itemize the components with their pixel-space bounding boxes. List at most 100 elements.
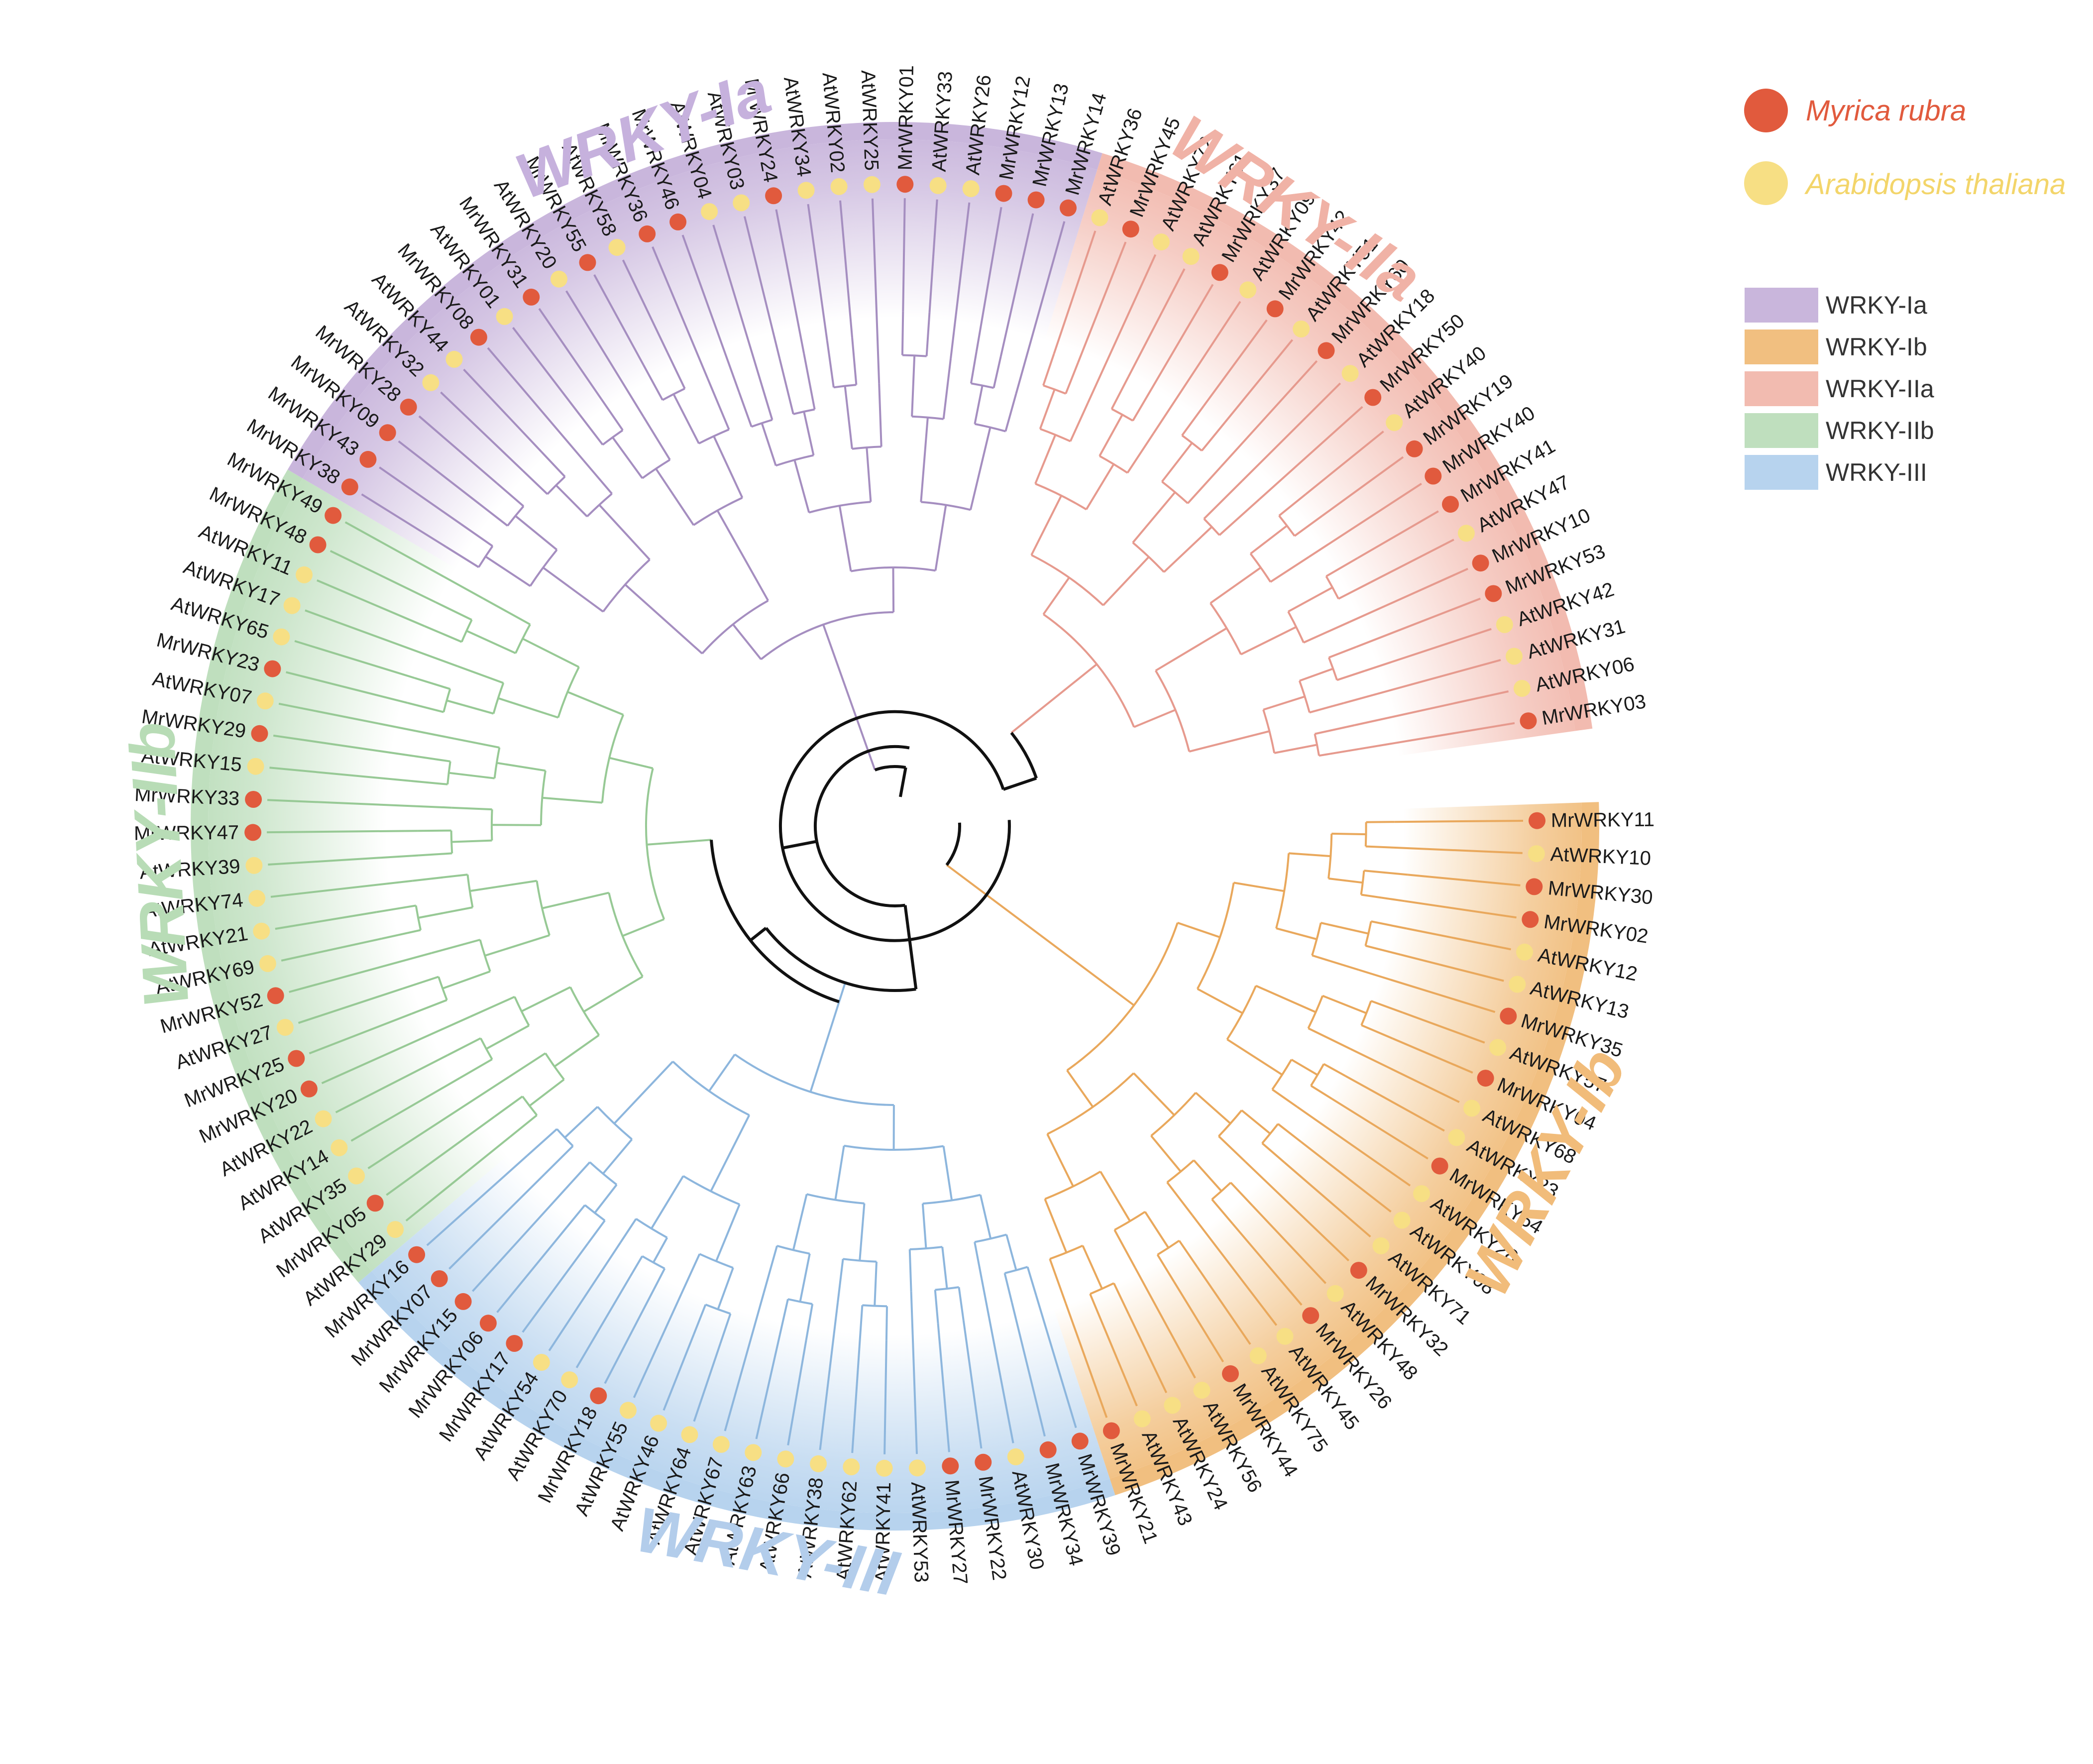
branch — [1328, 646, 1357, 659]
branch — [1046, 1133, 1074, 1187]
leaf-dot — [1500, 1007, 1517, 1025]
branch — [1089, 1293, 1104, 1326]
legend-species-at: Arabidopsis thaliana — [1744, 161, 2066, 205]
legend: Myrica rubra Arabidopsis thaliana WRKY-I… — [1744, 89, 2066, 490]
branch — [402, 976, 439, 990]
branch — [892, 567, 895, 613]
branch — [411, 999, 447, 1015]
branch — [1150, 1135, 1182, 1172]
branch — [1325, 575, 1339, 599]
branch — [1114, 1211, 1146, 1231]
branch — [1370, 1000, 1404, 1014]
branch — [1244, 1161, 1349, 1262]
branch — [1156, 1254, 1175, 1283]
branch — [874, 1261, 878, 1306]
branch — [267, 799, 452, 809]
branch — [1350, 1048, 1460, 1103]
branch — [662, 387, 685, 401]
branch — [485, 555, 531, 587]
leaf-dot — [561, 1371, 578, 1389]
branch — [1404, 900, 1517, 919]
branch — [1150, 284, 1214, 390]
leaf-dot — [1364, 389, 1382, 406]
leaf-dot — [896, 176, 914, 193]
branch — [1218, 1109, 1243, 1137]
branch — [350, 1077, 460, 1142]
branch — [903, 905, 918, 990]
leaf-label: MrWRKY11 — [1551, 809, 1655, 832]
branch — [553, 1034, 600, 1068]
branch — [1230, 1182, 1253, 1207]
leaf-dot — [1489, 1039, 1506, 1056]
branch — [1408, 874, 1521, 886]
branch — [1203, 319, 1268, 407]
leaf-dot — [309, 536, 327, 553]
branch — [575, 1275, 632, 1368]
branch — [819, 1303, 839, 1450]
leaf-dot — [1516, 943, 1533, 961]
leaf-dot — [1528, 845, 1545, 863]
branch — [1187, 466, 1221, 504]
leaf-dot — [1350, 1262, 1367, 1279]
leaf-dot — [701, 203, 718, 220]
leaf-dot — [1372, 1237, 1390, 1254]
leaf-dot — [1007, 1448, 1024, 1465]
branch — [1325, 557, 1358, 577]
branch — [1233, 882, 1285, 892]
branch — [1042, 577, 1070, 615]
branch — [269, 767, 411, 782]
branch — [765, 927, 916, 992]
branch — [281, 937, 382, 962]
branch — [974, 1241, 983, 1279]
branch — [633, 1294, 682, 1398]
branch — [1155, 627, 1227, 672]
branch — [419, 852, 452, 857]
branch — [1392, 1037, 1473, 1074]
branch — [386, 1115, 495, 1196]
branch — [1161, 442, 1193, 482]
branch — [792, 1194, 808, 1250]
legend-mr-dot — [1744, 89, 1788, 132]
leaf-dot — [1211, 264, 1228, 281]
branch — [454, 737, 500, 749]
branch — [743, 216, 781, 359]
branch — [1323, 1063, 1346, 1077]
branch — [496, 1226, 568, 1313]
wedge-iib — [208, 478, 895, 1271]
branch — [908, 1249, 912, 1292]
branch — [1127, 1313, 1168, 1393]
branch — [898, 767, 907, 797]
branch — [412, 874, 468, 882]
branch — [910, 1291, 918, 1454]
branch — [866, 447, 872, 502]
leaf-dot — [669, 213, 687, 230]
branch — [1010, 732, 1038, 779]
legend-iii-swatch — [1745, 455, 1818, 490]
branch — [1077, 241, 1127, 363]
branch — [457, 665, 504, 684]
leaf-dot — [1485, 585, 1502, 602]
branch — [1312, 954, 1359, 971]
branch — [1005, 1234, 1017, 1271]
branch — [289, 952, 432, 993]
branch — [411, 780, 448, 785]
branch — [435, 601, 472, 621]
legend-group-iib: WRKY-IIb — [1745, 413, 1934, 448]
branch — [925, 312, 931, 356]
branch — [642, 1255, 665, 1270]
branch — [1361, 893, 1405, 902]
branch — [622, 918, 664, 937]
legend-group-iia: WRKY-IIa — [1745, 371, 1934, 406]
branch — [1002, 776, 1037, 791]
branch — [1026, 1266, 1037, 1297]
branch — [1271, 1089, 1298, 1108]
leaf-dot — [650, 1415, 667, 1432]
branch — [1210, 566, 1262, 604]
branch — [782, 840, 817, 850]
branch — [1402, 1011, 1485, 1044]
branch — [808, 501, 871, 514]
leaf-dot — [315, 1110, 332, 1127]
branch — [478, 545, 494, 568]
leaf-dot — [506, 1335, 523, 1352]
branch — [1370, 539, 1454, 583]
